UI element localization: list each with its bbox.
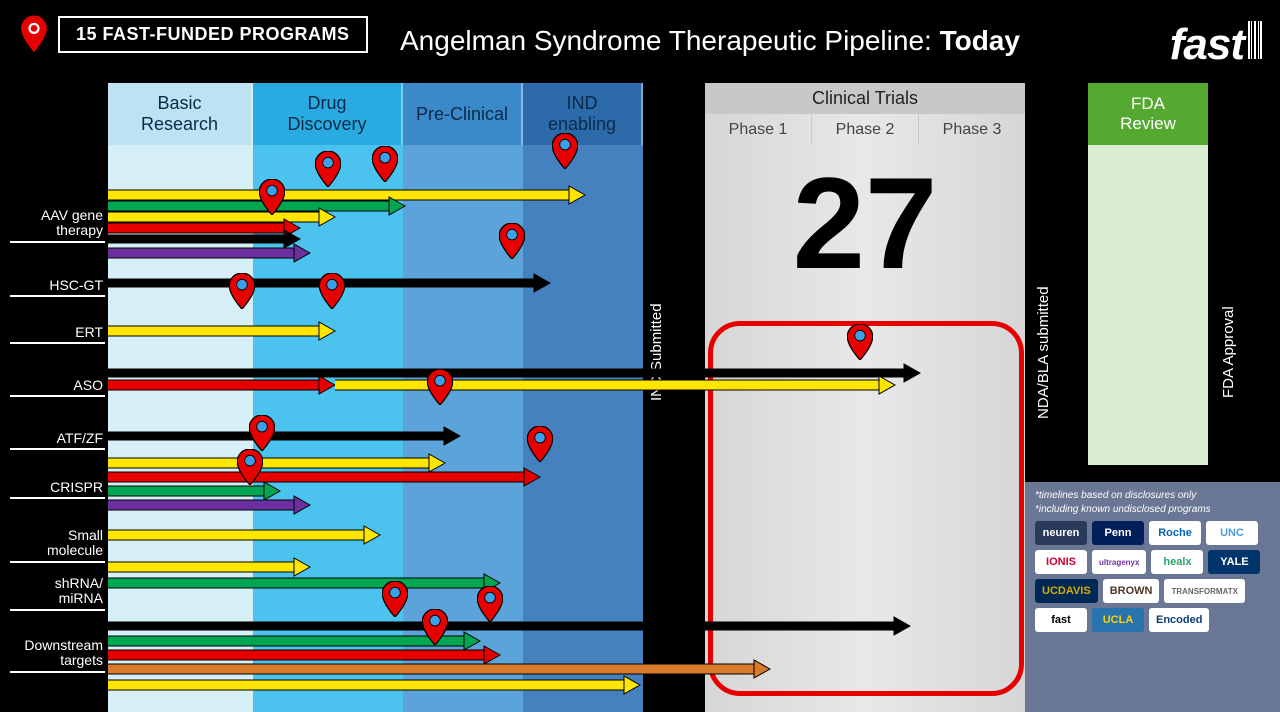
phase-cell: Phase 3 (919, 114, 1025, 145)
stage-column: Pre-Clinical (403, 83, 523, 712)
fast-logo: fast (1170, 20, 1262, 70)
map-pin-icon (527, 426, 553, 462)
title-bold: Today (940, 25, 1020, 56)
clinical-header: Clinical Trials (705, 83, 1025, 114)
map-pin-icon (382, 581, 408, 617)
map-pin-icon (315, 151, 341, 187)
stage-column: BasicResearch (108, 83, 253, 712)
location-pin-icon (20, 15, 48, 53)
stage-header: Pre-Clinical (403, 83, 523, 145)
partner-logo: UCDAVIS (1035, 579, 1098, 603)
map-pin-icon (499, 223, 525, 259)
partner-logo: Penn (1092, 521, 1144, 545)
map-pin-icon (552, 133, 578, 169)
partner-logos: neurenPennRocheUNC IONISultragenyxhealxYA… (1035, 521, 1270, 632)
stage-body (253, 145, 403, 712)
partners-note-1: *timelines based on disclosures only (1035, 490, 1270, 501)
stage-column: INDenabling (523, 83, 643, 712)
stage-header: INDenabling (523, 83, 643, 145)
phase-row: Phase 1Phase 2Phase 3 (705, 114, 1025, 145)
row-label: CRISPR (10, 480, 105, 499)
fda-header: FDA Review (1088, 83, 1208, 145)
map-pin-icon (249, 415, 275, 451)
row-label: ASO (10, 378, 105, 397)
stage-body (108, 145, 253, 712)
row-label: ATF/ZF (10, 431, 105, 450)
map-pin-icon (847, 324, 873, 360)
partner-logo: Encoded (1149, 608, 1209, 632)
logo-text: fast (1170, 20, 1244, 69)
fda-body (1088, 145, 1208, 465)
page-title: Angelman Syndrome Therapeutic Pipeline: … (400, 25, 1020, 57)
map-pin-icon (427, 369, 453, 405)
partner-logo: BROWN (1103, 579, 1160, 603)
chart-area: BasicResearchDrugDiscoveryPre-ClinicalIN… (0, 83, 1280, 712)
phase-cell: Phase 2 (812, 114, 919, 145)
badge-text: 15 FAST-FUNDED PROGRAMS (58, 16, 368, 53)
map-pin-icon (372, 146, 398, 182)
phase-cell: Phase 1 (705, 114, 812, 145)
stage-header: BasicResearch (108, 83, 253, 145)
stage-header: DrugDiscovery (253, 83, 403, 145)
badge: 15 FAST-FUNDED PROGRAMS (20, 15, 368, 53)
partner-logo: Roche (1149, 521, 1201, 545)
header: 15 FAST-FUNDED PROGRAMS Angelman Syndrom… (0, 15, 1280, 75)
map-pin-icon (319, 273, 345, 309)
fda-line1: FDA (1131, 94, 1165, 114)
row-label: HSC-GT (10, 278, 105, 297)
row-label: Downstreamtargets (10, 638, 105, 673)
row-label: ERT (10, 325, 105, 344)
fda-review-box: FDA Review (1088, 83, 1208, 465)
partner-logo: IONIS (1035, 550, 1087, 574)
row-label: AAV genetherapy (10, 208, 105, 243)
map-pin-icon (477, 586, 503, 622)
partner-logo: ultragenyx (1092, 550, 1146, 574)
map-pin-icon (259, 179, 285, 215)
partner-logo: TRANSFORMATX (1164, 579, 1245, 603)
map-pin-icon (422, 609, 448, 645)
title-prefix: Angelman Syndrome Therapeutic Pipeline: (400, 25, 940, 56)
partner-logo: UNC (1206, 521, 1258, 545)
ind-submitted-label: IND Submitted (648, 83, 693, 712)
partner-logo: healx (1151, 550, 1203, 574)
partner-logo: fast (1035, 608, 1087, 632)
map-pin-icon (237, 449, 263, 485)
partner-logo: YALE (1208, 550, 1260, 574)
partner-logo: UCLA (1092, 608, 1144, 632)
partner-logo: neuren (1035, 521, 1087, 545)
big-count: 27 (705, 158, 1025, 288)
map-pin-icon (229, 273, 255, 309)
partners-note-2: *including known undisclosed programs (1035, 504, 1270, 515)
partners-panel: *timelines based on disclosures only *in… (1025, 482, 1280, 712)
clinical-highlight-box (708, 321, 1024, 696)
barcode-icon (1248, 20, 1262, 70)
row-label: shRNA/miRNA (10, 576, 105, 611)
row-label: Smallmolecule (10, 528, 105, 563)
fda-line2: Review (1120, 114, 1176, 134)
